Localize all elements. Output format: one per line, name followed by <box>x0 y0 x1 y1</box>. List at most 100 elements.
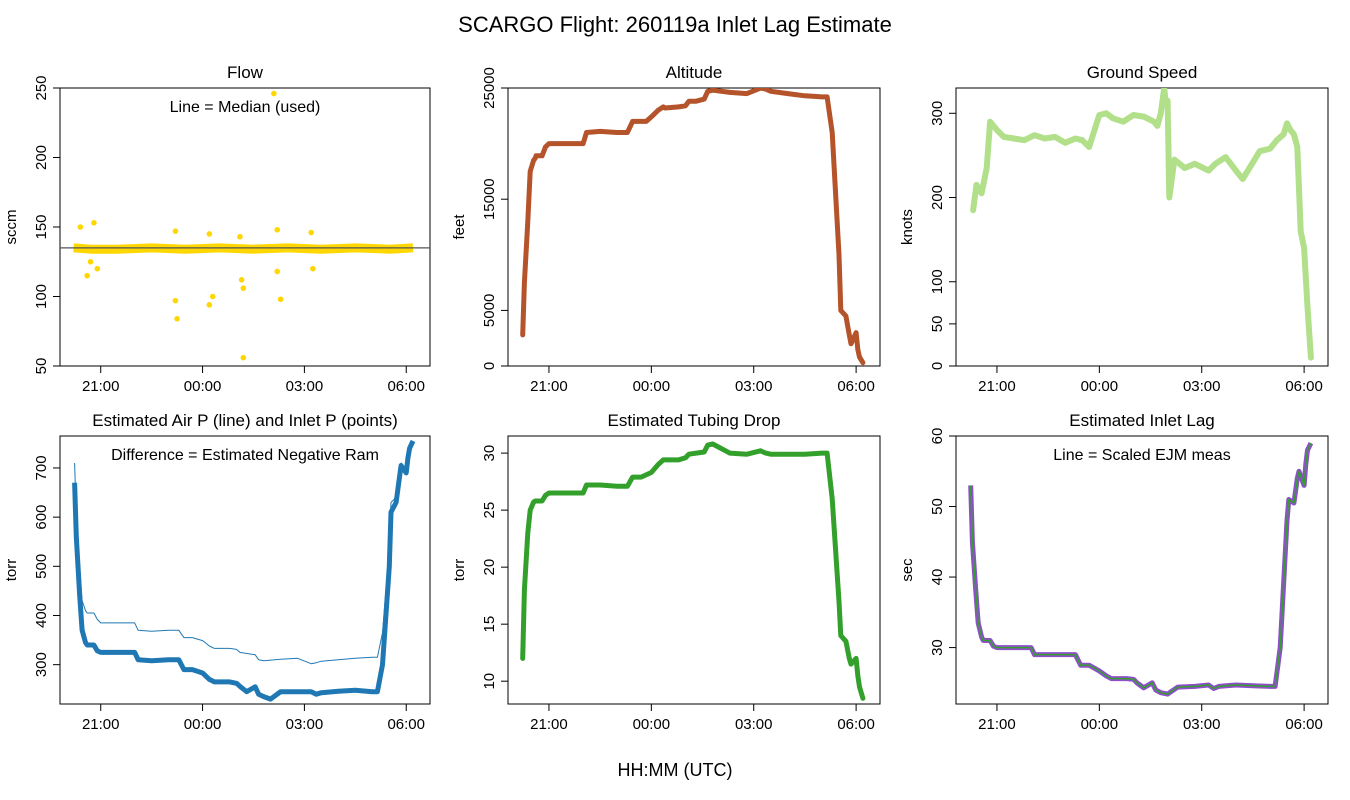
flow-point <box>172 297 179 304</box>
speed-xtick-label: 06:00 <box>1285 378 1323 395</box>
altitude-ytick-label: 25000 <box>481 67 498 109</box>
lag-ytick-label: 30 <box>929 639 946 656</box>
chart-tubing: Estimated Tubing Drop torr 10 15 20 25 30 21:00… <box>451 411 881 733</box>
pressure-xtick-label: 00:00 <box>184 716 222 733</box>
tubing-xtick-label: 06:00 <box>837 716 875 733</box>
altitude-series-line <box>520 88 866 366</box>
pressure-xtick-label: 06:00 <box>387 716 425 733</box>
inlet-p-points <box>72 439 416 702</box>
altitude-title: Altitude <box>666 63 723 82</box>
altitude-ytick-label: 5000 <box>481 294 498 327</box>
tubing-xtick-label: 21:00 <box>530 716 568 733</box>
flow-point <box>91 220 97 226</box>
pressure-xtick-label: 21:00 <box>82 716 120 733</box>
lag-xtick-label: 03:00 <box>1183 716 1221 733</box>
ejm-scaled-line <box>969 442 1312 695</box>
lag-ytick-label: 50 <box>929 498 946 515</box>
tubing-ylabel: torr <box>451 559 468 582</box>
speed-xtick-label: 03:00 <box>1183 378 1221 395</box>
lag-ytick-label: 40 <box>929 569 946 586</box>
altitude-xtick-label: 21:00 <box>530 378 568 395</box>
tubing-title: Estimated Tubing Drop <box>608 411 781 430</box>
flow-xtick-label: 06:00 <box>387 378 425 395</box>
chart-speed: Ground Speed knots 0 50 100 200 300 21:00 00:00 0… <box>899 63 1329 395</box>
flow-point <box>310 265 316 272</box>
pressure-ylabel: torr <box>3 559 20 582</box>
tubing-plot-frame <box>507 435 881 705</box>
flow-point <box>84 272 90 279</box>
lag-data <box>968 442 1314 697</box>
speed-ytick-label: 0 <box>929 362 946 370</box>
chart-altitude: Altitude feet 0 5000 15000 25000 21:00 00:00 03:… <box>451 63 881 395</box>
speed-ytick-label: 100 <box>929 269 946 294</box>
altitude-xtick-label: 06:00 <box>837 378 875 395</box>
flow-point <box>206 302 213 308</box>
speed-title: Ground Speed <box>1087 63 1198 82</box>
altitude-plot-frame <box>507 87 881 367</box>
tubing-xtick-label: 03:00 <box>735 716 773 733</box>
flow-point <box>238 277 245 283</box>
flow-point <box>277 296 284 303</box>
flow-ytick-label: 150 <box>33 214 50 239</box>
flow-data <box>60 90 430 361</box>
flow-ytick-label: 250 <box>33 75 50 100</box>
flow-title: Flow <box>227 63 264 82</box>
flow-ylabel: sccm <box>3 210 20 245</box>
tubing-ytick-label: 10 <box>481 673 498 690</box>
flow-point <box>87 258 94 265</box>
pressure-title: Estimated Air P (line) and Inlet P (poin… <box>92 411 398 430</box>
flow-xtick-label: 03:00 <box>286 378 324 395</box>
flow-point <box>77 224 84 230</box>
altitude-ytick-label: 15000 <box>481 178 498 220</box>
tubing-ytick-label: 30 <box>481 445 498 462</box>
flow-point <box>271 90 277 97</box>
chart-pressure: Estimated Air P (line) and Inlet P (poin… <box>3 411 431 733</box>
flow-point <box>274 268 281 275</box>
flow-point <box>174 315 180 322</box>
inlet-lag-points <box>968 442 1314 697</box>
altitude-ytick-label: 0 <box>481 362 498 370</box>
flow-point <box>240 354 247 361</box>
pressure-data <box>72 439 416 702</box>
flow-point <box>237 233 243 240</box>
altitude-ylabel: feet <box>451 214 468 240</box>
tubing-xtick-label: 00:00 <box>633 716 671 733</box>
chart-lag: Estimated Inlet Lag sec 30 40 50 60 21:00 00:00… <box>899 411 1329 733</box>
flow-annotation: Line = Median (used) <box>170 99 321 116</box>
figure-title: SCARGO Flight: 260119a Inlet Lag Estimat… <box>458 12 892 37</box>
lag-xtick-label: 21:00 <box>978 716 1016 733</box>
x-axis-label: HH:MM (UTC) <box>617 760 733 780</box>
flow-xtick-label: 21:00 <box>82 378 120 395</box>
flow-point <box>172 228 179 234</box>
flow-ytick-label: 100 <box>33 284 50 309</box>
tubing-ytick-label: 15 <box>481 616 498 633</box>
speed-ytick-label: 200 <box>929 185 946 210</box>
speed-ytick-label: 50 <box>929 316 946 333</box>
lag-ytick-label: 60 <box>929 428 946 445</box>
flow-point <box>94 265 101 272</box>
flow-xtick-label: 00:00 <box>184 378 222 395</box>
speed-xtick-label: 00:00 <box>1081 378 1119 395</box>
flow-point <box>308 229 314 236</box>
flow-point <box>206 231 213 237</box>
pressure-ytick-label: 600 <box>33 505 50 530</box>
altitude-xtick-label: 00:00 <box>633 378 671 395</box>
flow-point <box>240 285 247 291</box>
speed-data <box>970 88 1314 361</box>
flow-point <box>209 293 216 300</box>
tubing-ytick-label: 25 <box>481 502 498 519</box>
flow-point <box>274 226 281 233</box>
pressure-xtick-label: 03:00 <box>286 716 324 733</box>
speed-xtick-label: 21:00 <box>978 378 1016 395</box>
lag-plot-frame <box>955 435 1329 705</box>
chart-flow: Flow sccm 50 100 150 200 250 21:00 00:00 03:00 06:… <box>3 63 431 395</box>
pressure-ytick-label: 700 <box>33 455 50 480</box>
tubing-ytick-label: 20 <box>481 559 498 576</box>
speed-ylabel: knots <box>899 209 916 245</box>
pressure-ytick-label: 300 <box>33 652 50 677</box>
flow-ytick-label: 200 <box>33 145 50 170</box>
tubing-data <box>520 441 866 701</box>
pressure-plot-frame <box>59 435 431 705</box>
pressure-ytick-label: 400 <box>33 603 50 628</box>
